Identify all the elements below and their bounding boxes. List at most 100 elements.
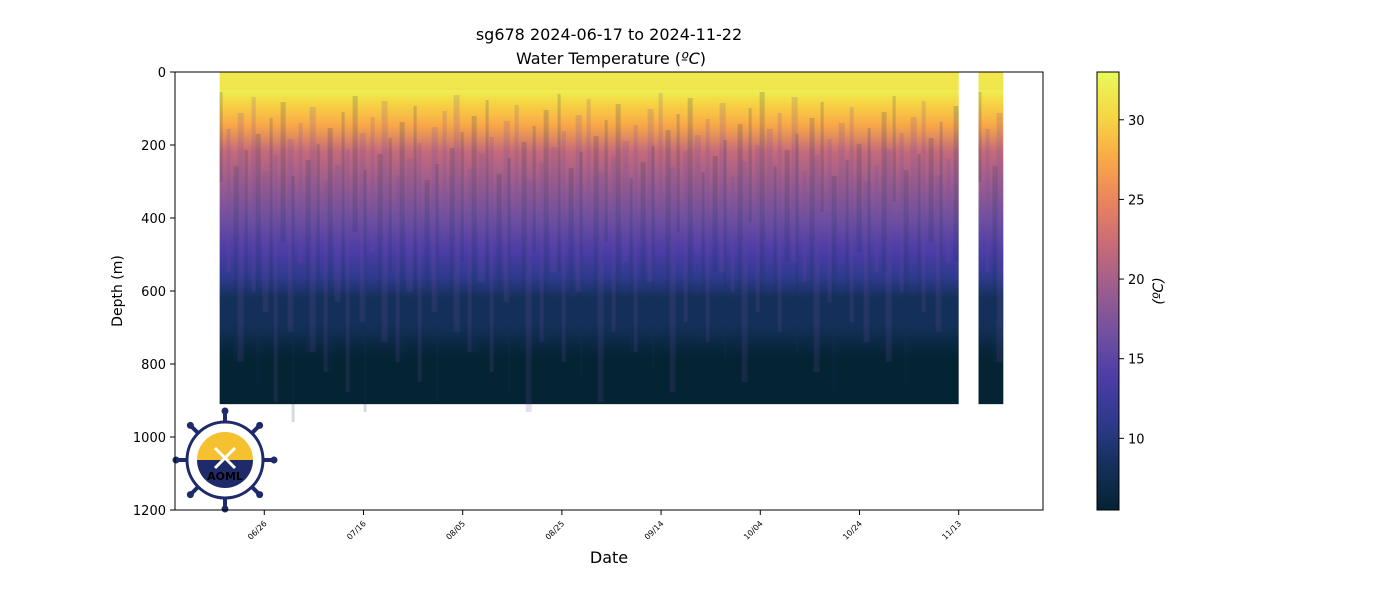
heatmap-streak <box>377 154 383 342</box>
logo-handle <box>186 491 194 499</box>
heatmap-streak <box>359 133 366 322</box>
heatmap-streak <box>996 113 1003 362</box>
heatmap-streak <box>856 144 862 252</box>
heatmap-streak <box>694 135 701 252</box>
heatmap-segment <box>219 72 959 405</box>
y-tick-label: 600 <box>141 285 166 300</box>
heatmap-streak <box>658 93 663 212</box>
heatmap-streak <box>219 92 223 182</box>
heatmap-streak <box>863 181 870 342</box>
heatmap-streak <box>687 98 693 322</box>
heatmap-streak <box>399 122 405 362</box>
heatmap-streak <box>334 165 341 302</box>
heatmap-streak <box>273 155 278 402</box>
y-tick-label: 200 <box>141 139 166 154</box>
logo-handle <box>256 491 264 499</box>
heatmap-streak <box>813 155 820 372</box>
heatmap-streak <box>831 176 837 392</box>
heatmap-streak <box>917 154 921 312</box>
chart-subtitle-prefix: Water Temperature ( <box>516 49 681 68</box>
heatmap-streak <box>748 108 752 222</box>
heatmap-streak <box>899 133 904 292</box>
heatmap-streak <box>305 160 311 352</box>
heatmap-streak <box>784 150 790 262</box>
heatmap-streak <box>676 114 680 232</box>
y-axis-label: Depth (m) <box>110 255 126 327</box>
heatmap-streak <box>651 146 655 372</box>
chart-subtitle-suffix: ) <box>700 49 706 68</box>
heatmap-streak <box>561 131 566 362</box>
colorbar-tick-label: 20 <box>1128 273 1145 288</box>
x-tick-label: 08/25 <box>544 519 567 542</box>
heatmap-streak <box>575 115 582 292</box>
heatmap-streak <box>939 122 943 332</box>
x-tick-label: 06/26 <box>246 519 269 542</box>
heatmap-streak <box>928 138 934 242</box>
logo-sun <box>197 432 253 460</box>
heatmap-streak <box>755 145 760 312</box>
heatmap-streak <box>262 171 269 312</box>
heatmap-streak <box>795 134 799 352</box>
x-axis: 06/26 07/16 08/05 08/25 09/14 10/04 10/24 11/13 <box>246 510 963 542</box>
heatmap-streak <box>723 140 727 362</box>
heatmap-streak <box>489 137 494 372</box>
heatmap-streak <box>543 110 549 342</box>
heatmap-streak <box>525 179 532 412</box>
logo-handle <box>221 505 229 513</box>
heatmap-streak <box>992 166 998 362</box>
heatmap-streak <box>226 129 231 272</box>
heatmap-streak <box>802 171 807 282</box>
heatmap-streak <box>424 180 430 312</box>
heatmap-streak <box>478 153 485 282</box>
heatmap-streak <box>665 130 671 302</box>
heatmap-streak <box>435 164 439 402</box>
x-tick-label: 10/04 <box>742 519 765 542</box>
heatmap-streak <box>568 168 574 292</box>
heatmap-streak <box>737 124 743 292</box>
heatmap-streak <box>953 106 959 262</box>
heatmap-streak <box>597 173 604 402</box>
heatmap-streak <box>388 138 392 272</box>
aoml-logo: AOML <box>172 407 278 513</box>
heatmap-streak <box>629 178 633 352</box>
heatmap-streak <box>233 166 239 362</box>
heatmap-streak <box>395 175 400 362</box>
heatmap-streak <box>370 117 375 252</box>
heatmap-streak <box>503 121 510 302</box>
chart-subtitle-unit: ºC <box>681 49 701 68</box>
y-tick-label: 400 <box>141 212 166 227</box>
heatmap-streak <box>251 97 256 292</box>
heatmap-streak <box>341 112 345 302</box>
heatmap-streak <box>903 170 909 382</box>
heatmap-streak <box>363 170 367 412</box>
x-tick-label: 11/13 <box>940 519 963 542</box>
x-tick-label: 07/16 <box>345 519 368 542</box>
heatmap-streak <box>719 103 726 272</box>
heatmap-streak <box>985 129 990 272</box>
heatmap-streak <box>244 150 248 292</box>
heatmap-streak <box>611 157 616 332</box>
heatmap-streak <box>935 175 942 332</box>
heatmap-streak <box>406 159 413 292</box>
chart-title: sg678 2024-06-17 to 2024-11-22 <box>476 25 742 44</box>
heatmap-streak <box>759 92 765 312</box>
colorbar-tick-label: 25 <box>1128 193 1145 208</box>
heatmap-streak <box>417 143 422 382</box>
heatmap-streak <box>849 107 854 322</box>
heatmap-streak <box>777 113 782 332</box>
heatmap-streak <box>453 95 460 332</box>
logo-handle <box>221 407 229 415</box>
heatmap-streak <box>280 102 286 242</box>
logo-handle <box>256 421 264 429</box>
heatmap-streak <box>885 149 892 362</box>
heatmap-streak <box>557 94 561 272</box>
heatmap-streak <box>345 149 350 392</box>
heatmap-streak <box>640 162 646 282</box>
heatmap-streak <box>705 119 710 342</box>
heatmap-streak <box>586 99 591 222</box>
heatmap-data <box>219 72 1004 422</box>
heatmap-streak <box>730 177 735 292</box>
heatmap-streak <box>471 116 477 352</box>
x-tick-label: 09/14 <box>643 519 666 542</box>
heatmap-streak <box>820 102 824 212</box>
